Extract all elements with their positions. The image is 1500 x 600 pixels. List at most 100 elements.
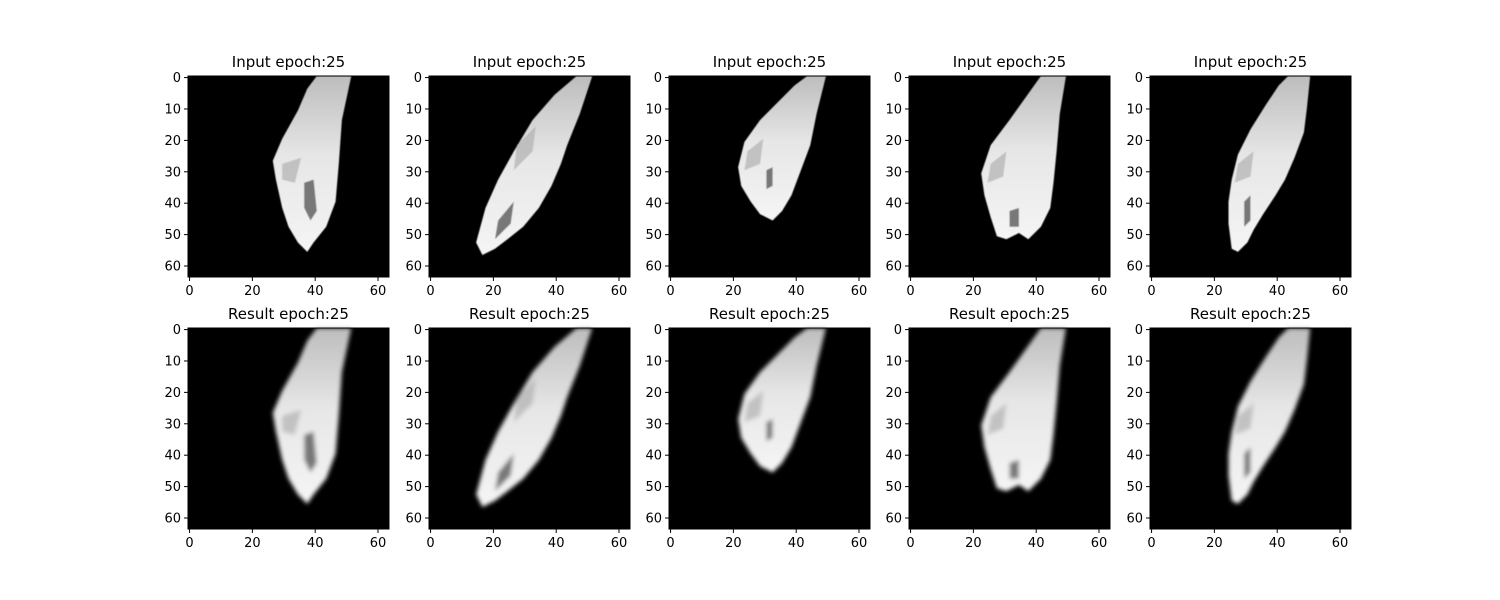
y-tick-label: 10 <box>885 102 902 117</box>
y-tick-label: 20 <box>1126 134 1143 149</box>
hand-silhouette <box>738 328 826 473</box>
y-tick-label: 20 <box>164 134 181 149</box>
x-tick-label: 60 <box>1091 536 1108 551</box>
y-tick-label: 10 <box>164 354 181 369</box>
y-tick-label: 30 <box>1126 165 1143 180</box>
subplot-title: Input epoch:25 <box>232 53 345 71</box>
y-tick-label: 40 <box>164 197 181 212</box>
x-tick-label: 0 <box>1147 536 1155 551</box>
subplot-result-1: Result epoch:25 0 20 40 60 0 10 20 30 40 50 60 <box>164 305 390 551</box>
x-tick-label: 0 <box>906 536 914 551</box>
hand-image <box>738 328 826 473</box>
panels-group: Input epoch:25 0 20 40 60 0 10 20 30 40 50 60 Input … <box>164 53 1352 551</box>
axes-frame <box>668 327 871 530</box>
y-tick-label: 20 <box>885 134 902 149</box>
hand-shading <box>282 157 302 183</box>
x-tick-label: 40 <box>307 284 324 299</box>
hand-gap-shadow <box>1009 207 1019 227</box>
subplot-title: Result epoch:25 <box>469 305 590 323</box>
y-tick-label: 40 <box>164 449 181 464</box>
y-tick-label: 30 <box>1126 417 1143 432</box>
x-tick-label: 0 <box>666 284 674 299</box>
y-tick-label: 0 <box>894 71 902 86</box>
y-tick-label: 50 <box>164 228 181 243</box>
hand-image <box>272 328 352 504</box>
x-tick-label: 40 <box>548 536 565 551</box>
subplot-result-5: Result epoch:25 0 20 40 60 0 10 20 30 40 50 60 <box>1126 305 1352 551</box>
x-tick-label: 0 <box>906 284 914 299</box>
y-tick-label: 0 <box>1135 323 1143 338</box>
subplot-title: Input epoch:25 <box>713 53 826 71</box>
hand-image <box>981 76 1066 240</box>
y-tick-label: 50 <box>1126 228 1143 243</box>
y-tick-label: 40 <box>1126 197 1143 212</box>
y-tick-label: 20 <box>885 386 902 401</box>
y-tick-label: 0 <box>654 323 662 338</box>
y-tick-label: 50 <box>885 480 902 495</box>
x-tick-label: 20 <box>485 536 502 551</box>
subplot-title: Input epoch:25 <box>953 53 1066 71</box>
axes-frame <box>428 327 631 530</box>
hand-image <box>1228 76 1311 252</box>
hand-shading <box>513 126 536 171</box>
x-tick-label: 0 <box>426 536 434 551</box>
y-tick-label: 50 <box>1126 480 1143 495</box>
y-tick-label: 20 <box>1126 386 1143 401</box>
hand-gap-shadow <box>766 419 773 442</box>
subplot-title: Result epoch:25 <box>709 305 830 323</box>
hand-gap-shadow <box>1244 195 1251 227</box>
y-tick-label: 30 <box>164 417 181 432</box>
y-tick-label: 40 <box>405 449 422 464</box>
x-tick-label: 60 <box>1332 284 1349 299</box>
y-tick-label: 20 <box>645 134 662 149</box>
hand-gap-shadow <box>304 431 317 473</box>
hand-image <box>738 76 826 221</box>
hand-shading <box>1234 151 1254 183</box>
x-tick-label: 20 <box>725 284 742 299</box>
subplot-result-4: Result epoch:25 0 20 40 60 0 10 20 30 40 50 60 <box>885 305 1111 551</box>
axes-frame <box>187 75 390 278</box>
hand-silhouette <box>476 76 593 255</box>
y-tick-label: 50 <box>164 480 181 495</box>
x-tick-label: 40 <box>1269 536 1286 551</box>
hand-gap-shadow <box>1244 447 1251 479</box>
x-tick-label: 20 <box>485 284 502 299</box>
x-tick-label: 20 <box>965 536 982 551</box>
x-tick-label: 20 <box>1206 284 1223 299</box>
axes-frame <box>908 327 1111 530</box>
y-tick-label: 60 <box>645 260 662 275</box>
y-tick-label: 30 <box>645 417 662 432</box>
subplot-title: Input epoch:25 <box>473 53 586 71</box>
subplot-title: Result epoch:25 <box>228 305 349 323</box>
hand-silhouette <box>476 328 593 507</box>
x-tick-label: 20 <box>244 284 261 299</box>
hand-shading <box>513 378 536 423</box>
x-tick-label: 20 <box>1206 536 1223 551</box>
y-tick-label: 60 <box>405 512 422 527</box>
x-tick-label: 0 <box>185 536 193 551</box>
hand-gap-shadow <box>495 201 514 240</box>
hand-gap-shadow <box>495 453 514 492</box>
subplot-title: Result epoch:25 <box>949 305 1070 323</box>
x-tick-label: 40 <box>307 536 324 551</box>
y-tick-label: 10 <box>1126 102 1143 117</box>
hand-silhouette <box>981 328 1066 492</box>
y-tick-label: 50 <box>405 228 422 243</box>
hand-shading <box>1234 403 1254 435</box>
y-tick-label: 10 <box>645 102 662 117</box>
y-tick-label: 50 <box>645 480 662 495</box>
hand-gap-shadow <box>766 167 773 190</box>
y-tick-label: 30 <box>164 165 181 180</box>
hand-image <box>476 76 593 255</box>
y-tick-label: 30 <box>405 165 422 180</box>
y-tick-label: 40 <box>885 449 902 464</box>
y-tick-label: 60 <box>164 260 181 275</box>
y-tick-label: 0 <box>654 71 662 86</box>
y-tick-label: 10 <box>164 102 181 117</box>
x-tick-label: 60 <box>611 284 628 299</box>
y-tick-label: 20 <box>645 386 662 401</box>
subplot-input-1: Input epoch:25 0 20 40 60 0 10 20 30 40 50 60 <box>164 53 390 299</box>
y-tick-label: 0 <box>894 323 902 338</box>
x-tick-label: 60 <box>1091 284 1108 299</box>
